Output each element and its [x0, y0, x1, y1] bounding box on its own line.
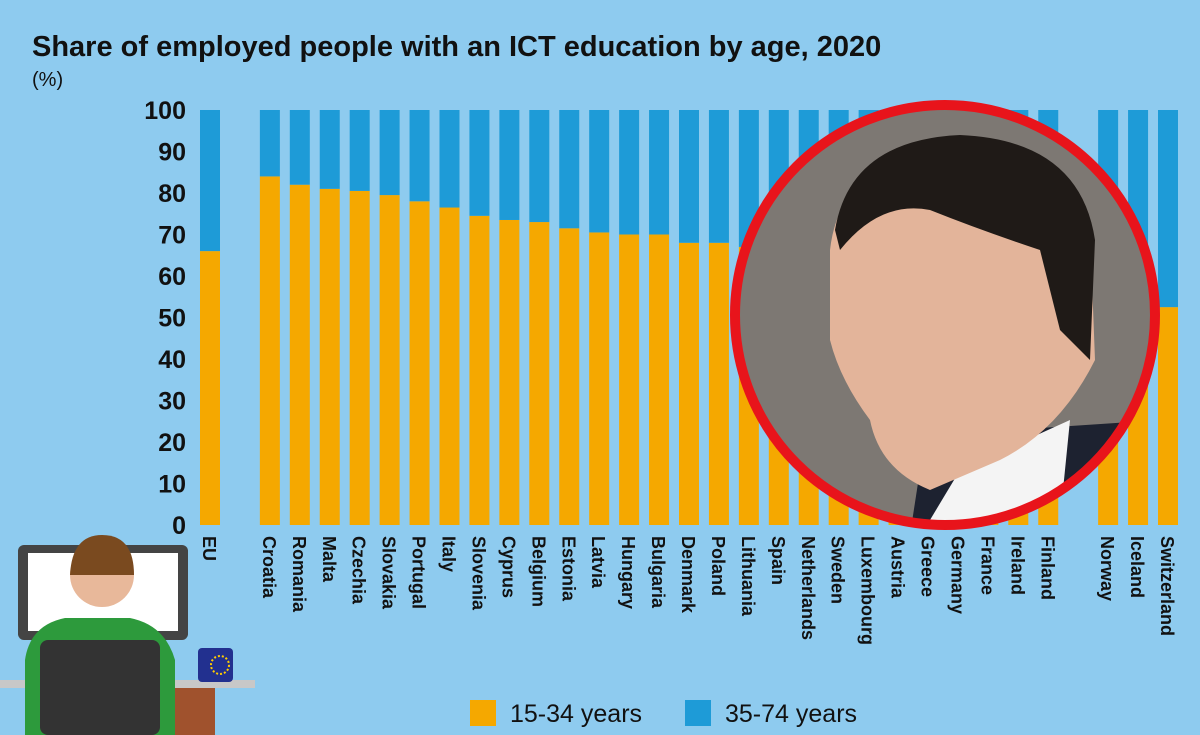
x-tick-label: Finland [1037, 536, 1057, 600]
y-tick-label: 20 [158, 429, 186, 457]
y-tick-label: 60 [158, 263, 186, 291]
x-tick-label: Estonia [558, 536, 578, 602]
legend-label: 35-74 years [725, 700, 857, 728]
x-tick-label: Lithuania [738, 536, 758, 617]
bar-segment [200, 110, 220, 252]
x-tick-label: Croatia [259, 536, 279, 599]
bar-segment [589, 232, 610, 526]
y-tick-label: 40 [158, 346, 186, 374]
y-tick-label: 90 [158, 139, 186, 167]
bar-segment [679, 242, 699, 526]
x-tick-label: Slovenia [468, 536, 488, 611]
bar-segment [649, 110, 670, 235]
bar-segment [499, 219, 520, 525]
bar-segment [649, 234, 670, 525]
bar-segment [1158, 307, 1178, 525]
x-tick-label: Sweden [828, 536, 848, 604]
bar-segment [529, 110, 550, 223]
illustration [0, 535, 255, 735]
legend-swatch [685, 700, 711, 726]
x-tick-label: Ireland [1007, 536, 1027, 595]
bar-segment [499, 110, 520, 220]
x-tick-label: EU [199, 536, 219, 561]
bar-segment [469, 110, 490, 216]
legend-label: 15-34 years [510, 700, 642, 728]
y-tick-label: 30 [158, 388, 186, 416]
bar-segment [259, 110, 280, 177]
bar-segment [439, 110, 460, 208]
x-tick-label: Latvia [588, 536, 608, 589]
y-tick-label: 80 [158, 180, 186, 208]
x-tick-label: Switzerland [1157, 536, 1177, 636]
chart-subtitle: (%) [32, 69, 63, 91]
legend: 15-34 years 35-74 years [470, 700, 857, 728]
bar-segment [439, 207, 460, 525]
bar-segment [379, 195, 400, 525]
bar-segment [259, 176, 280, 525]
x-tick-label: Romania [289, 536, 309, 613]
x-tick-label: Cyprus [498, 536, 518, 598]
bar-segment [469, 215, 490, 525]
x-tick-label: Hungary [618, 536, 638, 609]
x-tick-label: Germany [947, 536, 967, 614]
bar-segment [289, 110, 310, 185]
x-tick-label: Malta [319, 536, 339, 583]
y-tick-label: 50 [158, 305, 186, 333]
bar-segment [409, 201, 430, 526]
y-tick-label: 10 [158, 471, 186, 499]
bar-segment [738, 110, 759, 247]
x-tick-label: Italy [439, 536, 459, 572]
bar-segment [319, 110, 340, 189]
bar-segment [708, 110, 729, 243]
bar-segment [708, 242, 729, 526]
bar-segment [379, 110, 400, 196]
x-tick-label: Denmark [678, 536, 698, 614]
x-tick-label: Belgium [528, 536, 548, 607]
bar-segment [319, 188, 340, 525]
bar-segment [349, 190, 370, 526]
y-tick-label: 70 [158, 222, 186, 250]
bar-segment [200, 251, 220, 525]
x-tick-label: Austria [888, 536, 908, 599]
x-tick-label: France [977, 536, 997, 595]
x-tick-label: Bulgaria [648, 536, 668, 609]
x-tick-label: Slovakia [379, 536, 399, 610]
x-tick-label: Poland [708, 536, 728, 596]
bar-segment [529, 222, 550, 526]
bar-segment [559, 228, 580, 525]
x-tick-label: Greece [918, 536, 938, 597]
bar-segment [619, 110, 640, 235]
bar-segment [409, 110, 430, 202]
y-tick-label: 0 [172, 512, 186, 540]
legend-swatch [470, 700, 496, 726]
bar-segment [1158, 110, 1178, 308]
bar-segment [289, 184, 310, 525]
x-tick-label: Luxembourg [858, 536, 878, 645]
x-tick-label: Spain [768, 536, 788, 585]
photo [730, 100, 1160, 530]
bar-segment [349, 110, 370, 191]
x-tick-label: Portugal [409, 536, 429, 609]
x-tick-label: Czechia [349, 536, 369, 605]
bar-segment [559, 110, 580, 229]
bar-segment [619, 234, 640, 525]
x-tick-label: Iceland [1127, 536, 1147, 598]
x-tick-label: Netherlands [798, 536, 818, 640]
chart-title: Share of employed people with an ICT edu… [32, 31, 881, 63]
y-tick-label: 100 [144, 97, 186, 125]
bar-segment [679, 110, 699, 243]
x-tick-label: Norway [1097, 536, 1117, 601]
bar-segment [589, 110, 610, 233]
